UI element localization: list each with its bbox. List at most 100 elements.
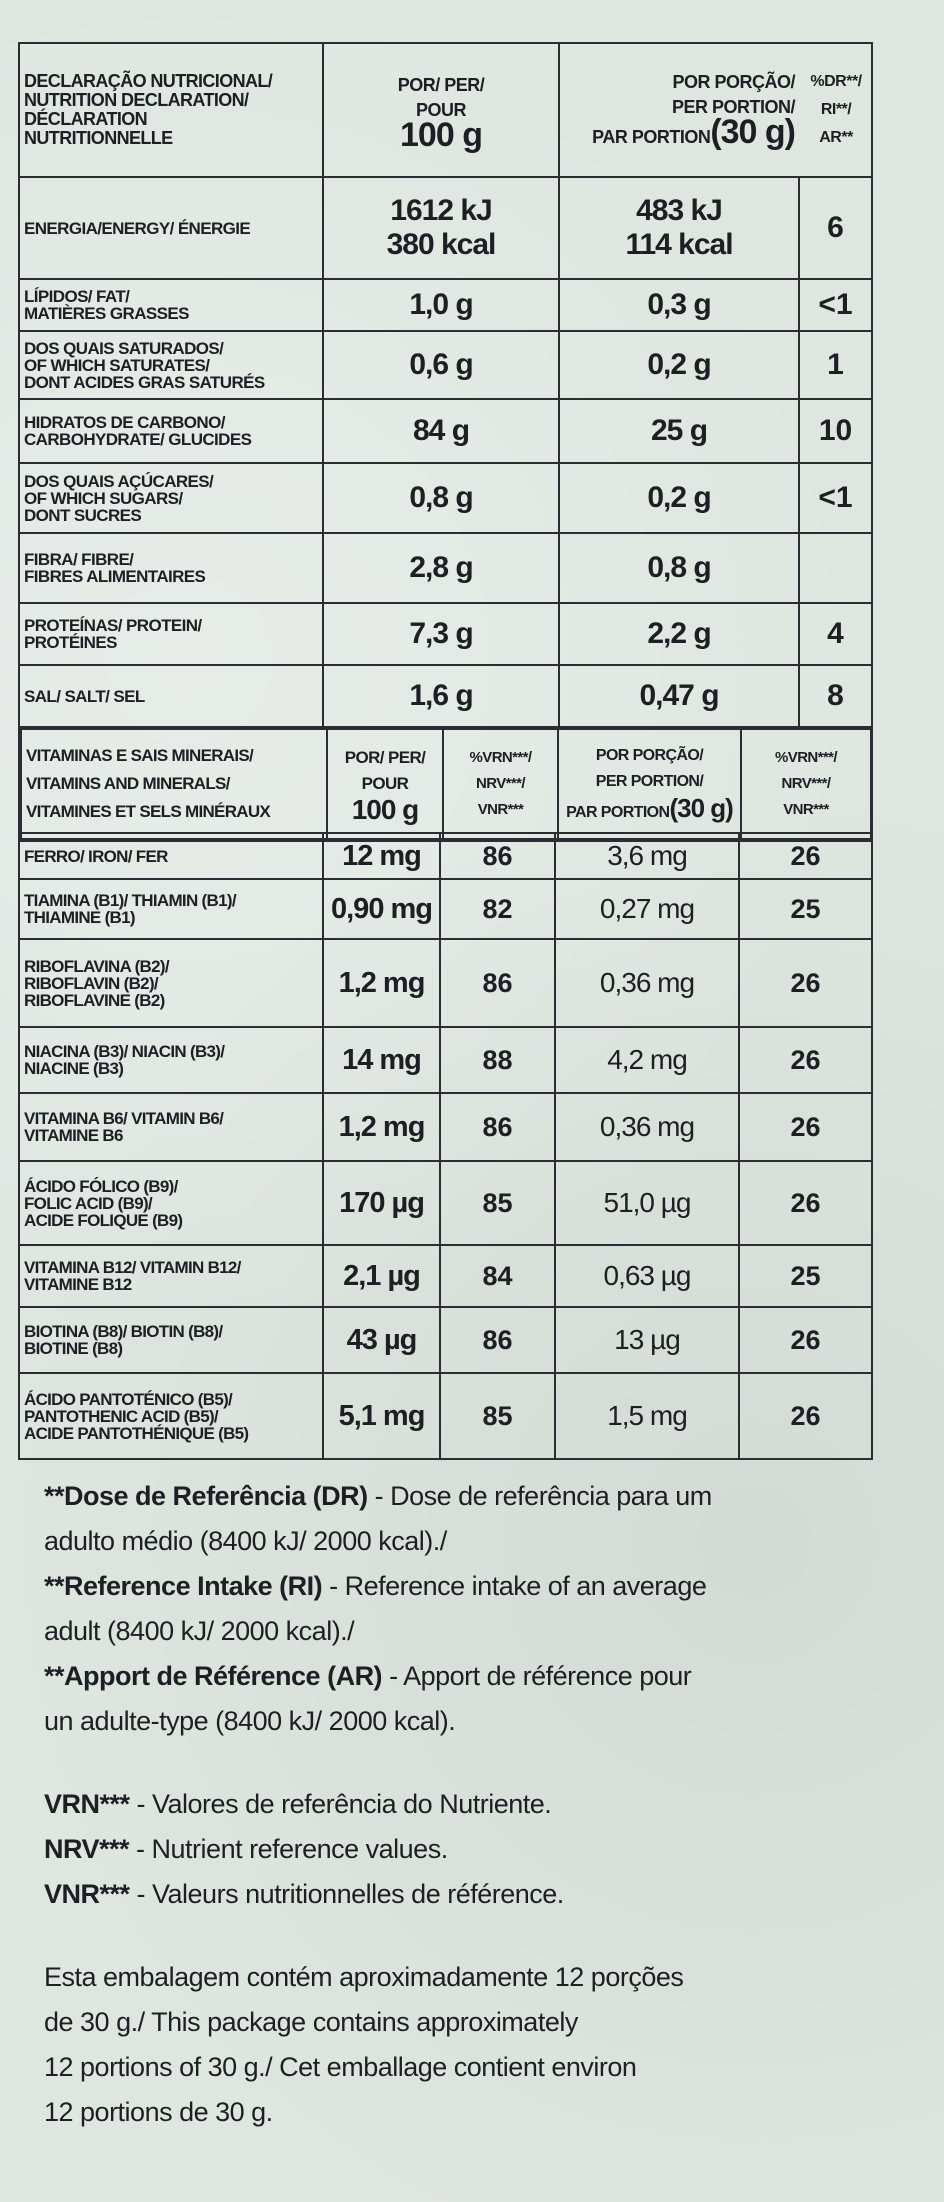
vitamins-section: VITAMINAS E SAIS MINERAIS/ VITAMINS AND … xyxy=(17,726,874,842)
row-name: SAL/ SALT/ SEL xyxy=(18,664,324,728)
vit-header-name: VITAMINAS E SAIS MINERAIS/ VITAMINS AND … xyxy=(20,728,328,840)
vit-nrv: 82 xyxy=(439,878,556,940)
vit-name: VITAMINA B6/ VITAMIN B6/VITAMINE B6 xyxy=(18,1092,324,1162)
header-per-portion: POR PORÇÃO/ PER PORTION/ PAR PORTION(30 … xyxy=(557,42,874,178)
table-row: BIOTINA (B8)/ BIOTIN (B8)/BIOTINE (B8) 4… xyxy=(18,1306,873,1374)
row-name: LÍPIDOS/ FAT/MATIÈRES GRASSES xyxy=(18,278,324,332)
header-line: %DR**/ xyxy=(810,73,862,90)
vit-per100: 1,2 mg xyxy=(322,938,441,1028)
package-note-line: de 30 g./ This package contains approxim… xyxy=(44,2007,578,2037)
row-per100: 1612 kJ 380 kcal xyxy=(322,176,560,280)
vit-name: TIAMINA (B1)/ THIAMIN (B1)/THIAMINE (B1) xyxy=(18,878,324,940)
row-name: ENERGIA/ENERGY/ ÉNERGIE xyxy=(18,176,324,280)
vit-per100: 1,2 mg xyxy=(322,1092,441,1162)
row-per100: 1,0 g xyxy=(322,278,560,332)
package-note-line: Esta embalagem contém aproximadamente 12… xyxy=(44,1962,684,1992)
footnotes: **Dose de Referência (DR) - Dose de refe… xyxy=(44,1474,894,2135)
package-note-line: 12 portions de 30 g. xyxy=(44,2097,273,2127)
vit-per100: 43 µg xyxy=(322,1306,441,1374)
row-pct: 8 xyxy=(797,664,874,728)
header-declaration: DECLARAÇÃO NUTRICIONAL/ NUTRITION DECLAR… xyxy=(18,42,324,178)
table-row: DOS QUAIS SATURADOS/OF WHICH SATURATES/D… xyxy=(18,330,874,400)
table-row: RIBOFLAVINA (B2)/RIBOFLAVIN (B2)/RIBOFLA… xyxy=(18,938,873,1028)
row-name: PROTEÍNAS/ PROTEIN/PROTÉINES xyxy=(18,602,324,666)
vit-portion: 13 µg xyxy=(554,1306,740,1374)
table-row: ENERGIA/ENERGY/ ÉNERGIE 1612 kJ 380 kcal … xyxy=(18,176,874,280)
vit-nrv2: 26 xyxy=(738,1372,873,1460)
header-line: RI**/ xyxy=(820,101,852,118)
vitamins-values-table: FERRO/ IRON/ FER 12 mg 86 3,6 mg 26 TIAM… xyxy=(18,832,873,1460)
vit-portion: 3,6 mg xyxy=(554,832,740,880)
note-ri-cont: adult (8400 kJ/ 2000 kcal)./ xyxy=(44,1616,355,1646)
header-line: DÉCLARATION xyxy=(24,109,148,129)
header-line: POR PORÇÃO/ xyxy=(672,72,796,92)
vit-name: NIACINA (B3)/ NIACIN (B3)/NIACINE (B3) xyxy=(18,1026,324,1094)
table-row: FERRO/ IRON/ FER 12 mg 86 3,6 mg 26 xyxy=(18,832,873,880)
header-line: PAR PORTION xyxy=(592,127,711,147)
table-row: PROTEÍNAS/ PROTEIN/PROTÉINES 7,3 g 2,2 g… xyxy=(18,602,874,666)
header-qty: 100 g xyxy=(400,115,483,154)
row-portion: 0,8 g xyxy=(558,532,800,604)
row-pct: <1 xyxy=(797,462,874,534)
table-row: HIDRATOS DE CARBONO/CARBOHYDRATE/ GLUCID… xyxy=(18,398,874,464)
row-per100: 2,8 g xyxy=(322,532,560,604)
vit-name: ÁCIDO PANTOTÉNICO (B5)/PANTOTHENIC ACID … xyxy=(18,1372,324,1460)
row-portion: 483 kJ 114 kcal xyxy=(558,176,800,280)
row-pct: 4 xyxy=(797,602,874,666)
vit-portion: 0,27 mg xyxy=(554,878,740,940)
row-per100: 0,6 g xyxy=(322,330,560,400)
vitamins-table: VITAMINAS E SAIS MINERAIS/ VITAMINS AND … xyxy=(20,728,872,840)
header-line: POR/ PER/ xyxy=(397,74,485,95)
row-portion: 0,2 g xyxy=(558,462,800,534)
header-line: NUTRITION DECLARATION/ xyxy=(24,90,249,110)
vit-nrv2: 26 xyxy=(738,1092,873,1162)
header-line: NUTRITIONNELLE xyxy=(24,128,173,148)
table-row: TIAMINA (B1)/ THIAMIN (B1)/THIAMINE (B1)… xyxy=(18,878,873,940)
vit-nrv2: 26 xyxy=(738,832,873,880)
note-ar-cont: un adulte-type (8400 kJ/ 2000 kcal). xyxy=(44,1706,456,1736)
table-row: VITAMINA B6/ VITAMIN B6/VITAMINE B6 1,2 … xyxy=(18,1092,873,1162)
vit-name: FERRO/ IRON/ FER xyxy=(18,832,324,880)
row-portion: 0,2 g xyxy=(558,330,800,400)
vit-nrv: 86 xyxy=(439,938,556,1028)
vit-nrv2: 26 xyxy=(738,938,873,1028)
row-per100: 7,3 g xyxy=(322,602,560,666)
note-ri: **Reference Intake (RI) - Reference inta… xyxy=(44,1571,707,1601)
vit-portion: 51,0 µg xyxy=(554,1160,740,1246)
header-qty: (30 g) xyxy=(710,113,796,151)
note-dr: **Dose de Referência (DR) - Dose de refe… xyxy=(44,1481,712,1511)
vit-per100: 14 mg xyxy=(322,1026,441,1094)
vit-portion: 4,2 mg xyxy=(554,1026,740,1094)
header-line: AR** xyxy=(819,129,853,146)
vit-per100: 2,1 µg xyxy=(322,1244,441,1308)
vit-nrv: 86 xyxy=(439,1092,556,1162)
vit-nrv: 88 xyxy=(439,1026,556,1094)
vit-per100: 5,1 mg xyxy=(322,1372,441,1460)
row-per100: 1,6 g xyxy=(322,664,560,728)
vit-per100: 0,90 mg xyxy=(322,878,441,940)
table-row: NIACINA (B3)/ NIACIN (B3)/NIACINE (B3) 1… xyxy=(18,1026,873,1094)
vit-nrv: 86 xyxy=(439,1306,556,1374)
vit-header-nrv: %VRN***/ NRV***/ VNR*** xyxy=(442,728,559,840)
nutrition-table: DECLARAÇÃO NUTRICIONAL/ NUTRITION DECLAR… xyxy=(17,42,874,842)
vit-portion: 1,5 mg xyxy=(554,1372,740,1460)
vit-nrv: 86 xyxy=(439,832,556,880)
vit-portion: 0,63 µg xyxy=(554,1244,740,1308)
header-line: PER PORTION/ xyxy=(672,97,796,117)
table-row: ÁCIDO PANTOTÉNICO (B5)/PANTOTHENIC ACID … xyxy=(18,1372,873,1460)
row-pct: 10 xyxy=(797,398,874,464)
table-header-row: DECLARAÇÃO NUTRICIONAL/ NUTRITION DECLAR… xyxy=(18,42,874,178)
row-name: DOS QUAIS AÇÚCARES/OF WHICH SUGARS/DONT … xyxy=(18,462,324,534)
table-row: SAL/ SALT/ SEL 1,6 g 0,47 g 8 xyxy=(18,664,874,728)
note-vrn: VRN*** - Valores de referência do Nutrie… xyxy=(44,1789,552,1819)
vit-portion: 0,36 mg xyxy=(554,1092,740,1162)
vit-header-portion: POR PORÇÃO/ PER PORTION/ PAR PORTION(30 … xyxy=(557,728,742,840)
row-portion: 25 g xyxy=(558,398,800,464)
vit-per100: 12 mg xyxy=(322,832,441,880)
vitamins-header-row: VITAMINAS E SAIS MINERAIS/ VITAMINS AND … xyxy=(20,728,872,840)
note-vnr: VNR*** - Valeurs nutritionnelles de réfé… xyxy=(44,1879,564,1909)
vit-header-nrv2: %VRN***/ NRV***/ VNR*** xyxy=(740,728,872,840)
row-pct: 6 xyxy=(797,176,874,280)
row-portion: 2,2 g xyxy=(558,602,800,666)
